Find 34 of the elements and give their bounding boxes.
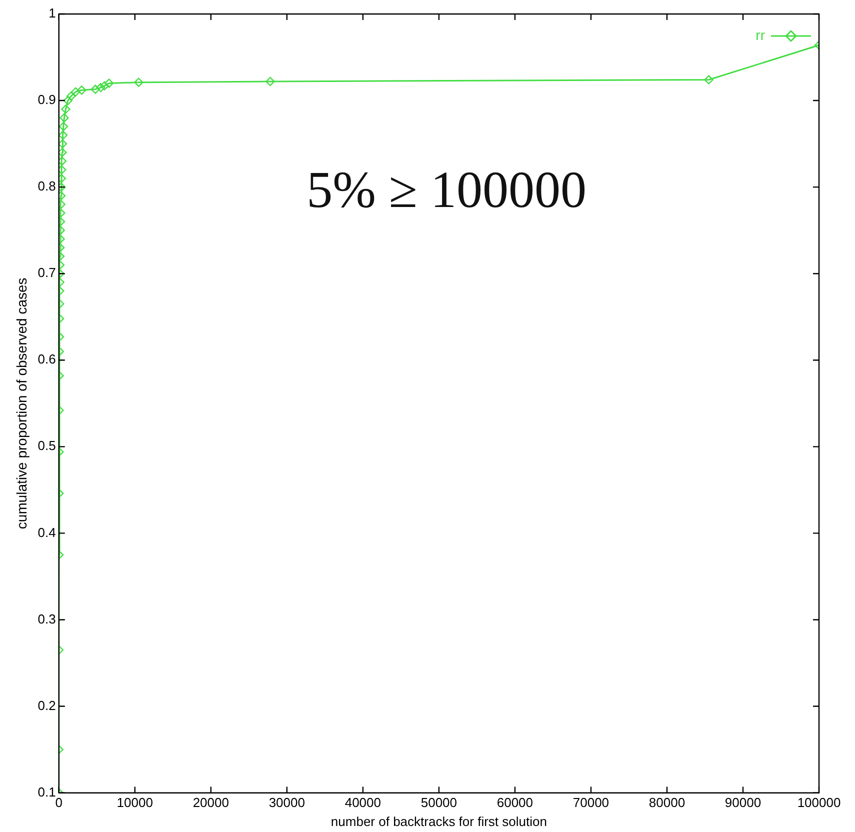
x-tick-label: 50000 (420, 795, 458, 810)
y-axis-title: cumulative proportion of observed cases (13, 278, 30, 530)
point (58, 156, 67, 166)
y-tick-label: 0.9 (38, 92, 56, 108)
x-tick-label: 40000 (344, 795, 381, 810)
point (58, 182, 66, 192)
x-tick-label: 10000 (116, 795, 153, 810)
point (58, 208, 66, 218)
point (58, 165, 66, 174)
y-tick-label: 0.1 (38, 784, 56, 800)
point (58, 174, 66, 184)
y-tick-label: 0.8 (38, 178, 56, 194)
x-axis-title: number of backtracks for first solution (330, 814, 547, 829)
x-tick-label: 100000 (797, 795, 841, 810)
point (58, 148, 67, 158)
point (58, 200, 66, 209)
y-tick-label: 0.3 (38, 611, 56, 626)
x-tick-label: 80000 (648, 795, 686, 810)
x-tick-label: 60000 (496, 795, 534, 810)
annotation: 5% ≥ 100000 (306, 162, 586, 219)
y-tick-label: 1 (48, 6, 56, 21)
x-tick-label: 30000 (268, 795, 305, 810)
point (58, 191, 66, 200)
x-tick-label: 70000 (572, 795, 610, 810)
y-tick-label: 0.7 (38, 265, 56, 280)
y-tick-label: 0.4 (38, 524, 56, 540)
y-tick-label: 0.6 (38, 352, 56, 367)
legend-label: rr (756, 26, 766, 43)
y-tick-label: 0.2 (38, 698, 56, 713)
y-tick-label: 0.5 (38, 438, 56, 454)
x-tick-label: 0 (55, 795, 62, 810)
point (58, 217, 66, 226)
x-tick-label: 20000 (192, 795, 229, 810)
x-tick-label: 90000 (724, 795, 762, 810)
